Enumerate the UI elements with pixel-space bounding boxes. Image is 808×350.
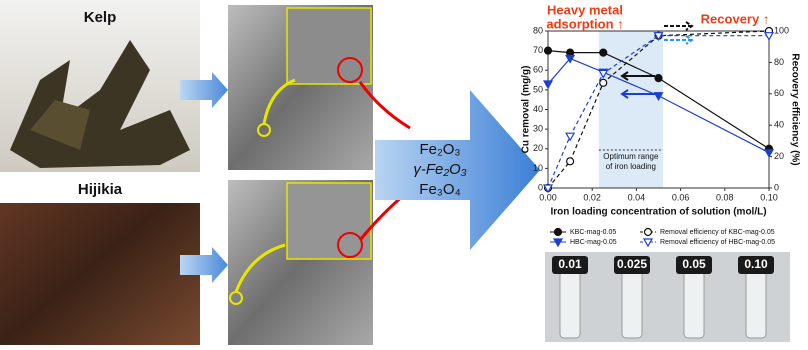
annotation: Optimum range [603,152,659,161]
panel-label: Hijikia [78,181,123,198]
vial [746,270,766,338]
x-tick-label: 0.08 [716,192,734,202]
annotation: of iron loading [606,162,656,171]
y2-tick-label: 40 [774,120,784,130]
y-tick-label: 50 [533,84,543,94]
y-tick-label: 10 [533,163,543,173]
y-tick-label: 70 [533,45,543,55]
y2-tick-label: 0 [774,182,779,192]
oxide: Fe₃O₄ [419,181,460,198]
point [545,47,552,54]
y-tick-label: 20 [533,143,543,153]
x-tick-label: 0.02 [583,192,601,202]
y-tick-label: 80 [533,25,543,35]
x-tick-label: 0.10 [760,192,778,202]
legend-marker [645,229,652,236]
graphical-abstract: Kelp Hijikia Fe₂O₃ γ-Fe₂O₃ Fe₃O₄ 0.01 0.0… [0,0,808,345]
legend-label: KBC-mag-0.05 [570,229,616,236]
y2-tick-label: 100 [774,25,789,35]
x-tick-label: 0.04 [628,192,646,202]
legend-marker [555,229,562,236]
point [566,133,574,140]
y-tick-label: 60 [533,65,543,75]
annotation: adsorption ↑ [546,16,623,31]
point [600,49,607,56]
y-tick-label: 30 [533,124,543,134]
indicator-arrow [664,22,692,30]
y2-axis-label: Recovery efficiency (%) [789,53,800,165]
y-tick-label: 40 [533,104,543,114]
panel-label: Kelp [84,9,117,26]
y-tick-label: 0 [538,182,543,192]
annotation: Recovery ↑ [701,11,770,26]
legend-label: HBC-mag-0.05 [570,239,617,246]
vial [560,270,580,338]
legend-label: Removal efficiency of HBC-mag-0.05 [660,239,775,246]
point [567,158,574,165]
legend-label: Removal efficiency of KBC-mag-0.05 [660,229,775,236]
point [544,81,552,88]
oxide: γ-Fe₂O₃ [413,161,466,178]
point [655,75,662,82]
x-tick-label: 0.00 [539,192,557,202]
vial-label: 0.05 [682,257,706,271]
y2-tick-label: 20 [774,151,784,161]
vial-label: 0.01 [558,257,582,271]
x-axis-label: Iron loading concentration of solution (… [550,207,766,218]
vial-label: 0.10 [744,257,768,271]
annotation: Heavy metal [547,2,623,17]
y2-tick-label: 60 [774,88,784,98]
x-tick-label: 0.06 [672,192,690,202]
oxide: Fe₂O₃ [419,141,460,158]
point [600,79,607,86]
point [765,150,773,157]
sem-inset [287,183,371,259]
vial [622,270,642,338]
vial-label: 0.025 [617,257,647,271]
vial [684,270,704,338]
y2-tick-label: 80 [774,57,784,67]
indicator-arrow [664,36,692,44]
y-axis-label: Cu removal (mg/g) [521,66,532,154]
sem-inset [287,8,371,84]
